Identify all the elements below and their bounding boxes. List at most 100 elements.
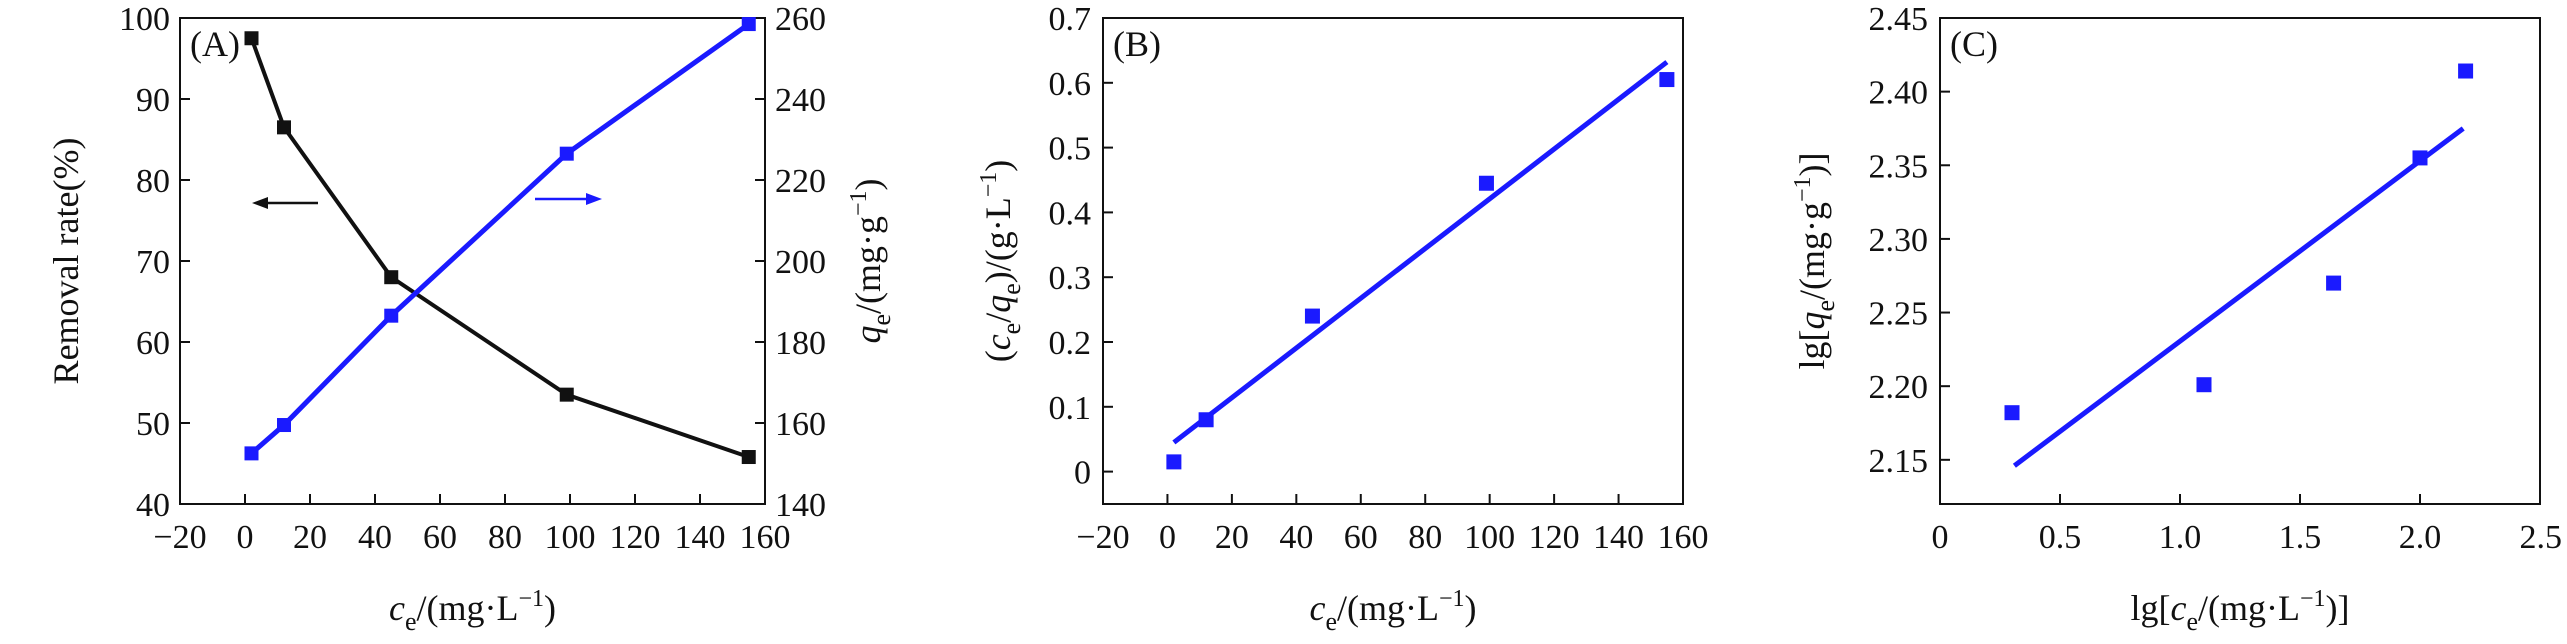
x-tick-label: 160	[740, 519, 791, 556]
y2-tick-label: 200	[775, 244, 826, 281]
y-tick-label: 50	[136, 406, 170, 443]
x-axis-label: lg[ce/(mg·L−1)]	[2130, 586, 2349, 636]
y-tick-label: 70	[136, 244, 170, 281]
y2-axis-label-main: q	[848, 326, 888, 344]
y2-axis-label-sub: e	[867, 314, 896, 326]
y-tick-label: 2.35	[1869, 148, 1929, 185]
data-point	[559, 146, 574, 161]
x-tick-label: 100	[545, 519, 596, 556]
y2-axis-label: qe/(mg·g−1)	[846, 178, 896, 343]
data-point	[384, 308, 399, 323]
x-axis-label-rest: /(mg·L	[2198, 588, 2300, 628]
x-axis-label-end: )]	[2326, 588, 2350, 628]
y-axis-label-sup: −1	[1790, 176, 1816, 202]
y-axis-label: lg[qe/(mg·g−1)]	[1790, 152, 1840, 369]
y-tick-label: 0.2	[1049, 325, 1092, 362]
x-tick-label: 60	[423, 519, 457, 556]
x-tick-label: 120	[1529, 519, 1580, 556]
x-tick-label: 160	[1658, 519, 1709, 556]
y-tick-label: 0.5	[1049, 131, 1092, 168]
data-point	[1198, 412, 1214, 428]
x-tick-label: 0	[1932, 519, 1949, 556]
y-tick-label: 2.20	[1869, 369, 1929, 406]
x-axis-label-rest: /(mg·L	[1337, 588, 1439, 628]
x-tick-label: 0	[237, 519, 254, 556]
x-tick-label: −20	[153, 519, 206, 556]
y2-axis-label-sup: −1	[846, 190, 872, 216]
panel-c: 0 0.5 1.0 1.5 2.0 2.5 2.15 2.20 2.25 2.30 2.35 2.40…	[1790, 1, 2562, 636]
x-axis-label-main: c	[1309, 588, 1325, 628]
y-tick-label: 0.1	[1049, 390, 1092, 427]
y-axis-label: Removal rate(%)	[46, 138, 86, 385]
data-point	[1659, 72, 1675, 88]
x-axis-label-sup: −1	[2300, 586, 2326, 612]
y-tick-label: 0.7	[1049, 1, 1092, 38]
x-axis-label-sup: −1	[1439, 586, 1465, 612]
data-point	[2004, 405, 2020, 421]
y-axis-label-main: q	[1792, 312, 1832, 330]
data-point	[741, 450, 756, 465]
y-axis-label-rest: /(mg·g	[1792, 202, 1832, 300]
data-point	[277, 418, 291, 433]
y-axis-label-sup: −1	[976, 172, 1002, 198]
panel-b: −20 0 20 40 60 80 100 120 140 160 0 0.1 0.2 0.3 0.4 0.5…	[976, 1, 1709, 636]
arrow-right-head	[586, 193, 602, 205]
y-axis-label-main2: q	[978, 295, 1018, 313]
y2-tick-label: 180	[775, 325, 826, 362]
x-tick-label: 60	[1344, 519, 1378, 556]
plot-frame	[1939, 17, 2541, 505]
y-tick-label: 0.6	[1049, 66, 1092, 103]
y2-tick-label: 260	[775, 1, 826, 38]
x-tick-label: 2.5	[2520, 519, 2563, 556]
panel-c-tag: (C)	[1950, 24, 1998, 64]
x-tick-label: 1.5	[2279, 519, 2322, 556]
y-tick-label: 2.15	[1869, 443, 1929, 480]
data-point	[2412, 150, 2428, 166]
y-axis-label-sub: e	[997, 323, 1026, 335]
series-line	[249, 22, 751, 456]
y-axis-label-rest: )/(g·L	[978, 197, 1018, 283]
data-point	[244, 446, 259, 461]
data-point	[1166, 454, 1182, 470]
x-axis-label-sub: e	[1325, 607, 1337, 636]
series-line	[249, 37, 750, 459]
x-axis-label-sup: −1	[518, 586, 544, 612]
x-tick-label: 0.5	[2039, 519, 2082, 556]
x-tick-label: 40	[358, 519, 392, 556]
x-tick-label: 20	[1215, 519, 1249, 556]
y-axis-label-sub: e	[1811, 300, 1840, 312]
data-point	[384, 270, 399, 285]
fit-line	[1172, 60, 1669, 445]
x-tick-label: 0	[1159, 519, 1176, 556]
x-axis-label-sub: e	[405, 607, 417, 636]
x-tick-label: 40	[1279, 519, 1313, 556]
x-tick-label: 2.0	[2399, 519, 2442, 556]
y2-tick-label: 220	[775, 163, 826, 200]
x-axis-label-sub: e	[2186, 607, 2198, 636]
y-tick-label: 2.45	[1869, 1, 1929, 38]
y2-axis-label-end: )	[848, 178, 888, 190]
x-axis-label-main: c	[2170, 588, 2186, 628]
data-point	[277, 120, 291, 135]
y-tick-label: 80	[136, 163, 170, 200]
y-tick-label: 90	[136, 82, 170, 119]
y2-tick-label: 140	[775, 487, 826, 524]
x-tick-label: −20	[1076, 519, 1129, 556]
y-tick-label: 2.25	[1869, 296, 1929, 333]
x-tick-label: 100	[1464, 519, 1515, 556]
x-tick-label: 120	[610, 519, 661, 556]
y-tick-label: 100	[119, 1, 170, 38]
panel-b-tag: (B)	[1113, 24, 1161, 64]
arrow-left-head	[252, 197, 268, 209]
data-point	[559, 387, 574, 402]
y-tick-label: 0.3	[1049, 260, 1092, 297]
y-tick-label: 0	[1074, 455, 1091, 492]
x-axis-label-rest: /(mg·L	[417, 588, 519, 628]
data-point	[2458, 63, 2474, 79]
y-tick-label: 2.40	[1869, 75, 1929, 112]
y-axis-label-end: )]	[1792, 152, 1832, 176]
y-axis-label-sub2: e	[997, 283, 1026, 295]
y-tick-label: 60	[136, 325, 170, 362]
x-tick-label: 1.0	[2159, 519, 2202, 556]
